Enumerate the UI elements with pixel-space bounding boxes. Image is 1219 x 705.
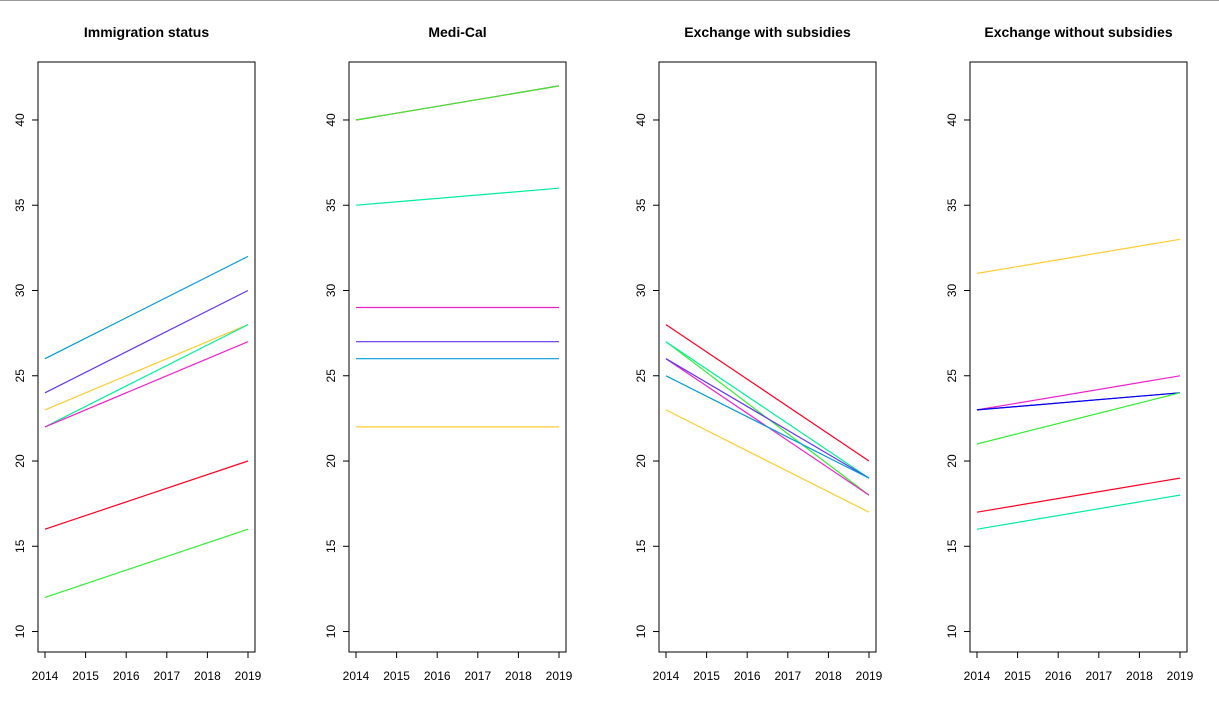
y-tick-label: 15 (13, 539, 27, 553)
x-tick-label: 2015 (693, 669, 720, 683)
x-tick-label: 2014 (32, 669, 59, 683)
plot-frame (969, 61, 1188, 653)
series-line-3 (665, 341, 870, 479)
x-tick-label: 2016 (734, 669, 761, 683)
y-tick-label: 15 (634, 539, 648, 553)
y-tick-label: 30 (945, 284, 959, 298)
x-tick-label: 2014 (653, 669, 680, 683)
series-line-1 (976, 238, 1181, 274)
x-tick-label: 2017 (153, 669, 180, 683)
x-tick-label: 2019 (235, 669, 262, 683)
y-tick-label: 10 (13, 625, 27, 639)
x-tick-label: 2019 (546, 669, 573, 683)
chart-panel-4: Exchange without subsidies 10 15 20 25 30 35 40… (945, 24, 1194, 683)
x-tick-label: 2014 (964, 669, 991, 683)
y-tick-label: 25 (634, 369, 648, 383)
x-tick-label: 2018 (1126, 669, 1153, 683)
x-tick-label: 2015 (383, 669, 410, 683)
x-tick-label: 2018 (194, 669, 221, 683)
x-tick-label: 2019 (856, 669, 883, 683)
x-tick-label: 2017 (464, 669, 491, 683)
series-line-5 (44, 341, 249, 428)
series-line-3 (355, 187, 560, 206)
y-tick-label: 20 (13, 454, 27, 468)
y-tick-label: 20 (324, 454, 338, 468)
chart-panel-1: Immigration status 10 15 20 25 30 35 40 2014 2015… (13, 24, 262, 683)
y-tick-label: 15 (945, 539, 959, 553)
series-line-2 (976, 375, 1181, 411)
x-tick-label: 2014 (343, 669, 370, 683)
y-tick-label: 10 (324, 625, 338, 639)
y-tick-label: 40 (634, 113, 648, 127)
top-border-line (0, 0, 1219, 1)
y-tick-label: 10 (945, 625, 959, 639)
series-line-5 (976, 392, 1181, 445)
y-tick-label: 40 (13, 113, 27, 127)
x-tick-label: 2019 (1167, 669, 1194, 683)
y-tick-label: 10 (634, 625, 648, 639)
series-line-1 (44, 255, 249, 360)
x-tick-label: 2017 (774, 669, 801, 683)
series-line-7 (976, 494, 1181, 530)
chart-panel-3: Exchange with subsidies 10 15 20 25 30 35 40 201… (634, 24, 883, 683)
panel-title: Medi-Cal (428, 24, 486, 40)
series-line-2 (44, 289, 249, 394)
series-line-6 (665, 375, 870, 479)
y-tick-label: 35 (634, 198, 648, 212)
series-line-1 (665, 324, 870, 462)
y-tick-label: 20 (945, 454, 959, 468)
panel-title: Immigration status (84, 24, 209, 40)
x-tick-label: 2015 (72, 669, 99, 683)
y-tick-label: 40 (945, 113, 959, 127)
panel-title: Exchange with subsidies (684, 24, 851, 40)
y-tick-label: 25 (324, 369, 338, 383)
x-tick-label: 2017 (1085, 669, 1112, 683)
x-tick-label: 2018 (815, 669, 842, 683)
y-tick-label: 30 (634, 284, 648, 298)
y-tick-label: 35 (945, 198, 959, 212)
x-tick-label: 2016 (1045, 669, 1072, 683)
y-tick-label: 25 (945, 369, 959, 383)
plot-frame (348, 61, 567, 653)
series-line-7 (44, 528, 249, 598)
x-tick-label: 2018 (505, 669, 532, 683)
series-line-4 (44, 324, 249, 428)
series-line-2 (355, 85, 560, 121)
y-tick-label: 25 (13, 369, 27, 383)
panel-title: Exchange without subsidies (984, 24, 1172, 40)
x-tick-label: 2016 (424, 669, 451, 683)
x-tick-label: 2016 (113, 669, 140, 683)
series-line-6 (976, 477, 1181, 513)
y-tick-label: 40 (324, 113, 338, 127)
y-tick-label: 15 (324, 539, 338, 553)
y-tick-label: 20 (634, 454, 648, 468)
y-tick-label: 35 (324, 198, 338, 212)
plot-frame (37, 61, 256, 653)
y-tick-label: 35 (13, 198, 27, 212)
series-line-3 (44, 324, 249, 411)
series-line-4 (976, 392, 1181, 411)
chart-panel-2: Medi-Cal 10 15 20 25 30 35 40 2014 2015 2016 2017 20… (324, 24, 573, 683)
plot-frame (658, 61, 877, 653)
y-tick-label: 30 (13, 284, 27, 298)
y-tick-label: 30 (324, 284, 338, 298)
x-tick-label: 2015 (1004, 669, 1031, 683)
series-line-7 (665, 409, 870, 513)
series-line-5 (665, 358, 870, 479)
series-line-6 (44, 460, 249, 530)
